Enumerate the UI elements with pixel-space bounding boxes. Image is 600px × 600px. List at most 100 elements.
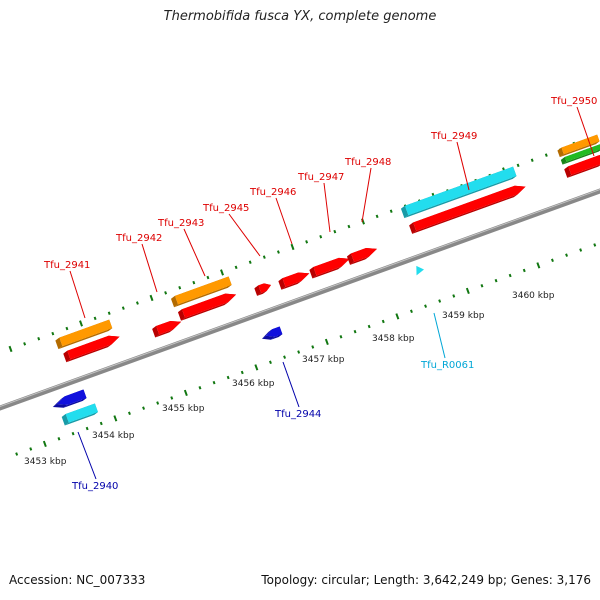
forward-scale-tick (51, 331, 55, 336)
reverse-scale-tick (339, 335, 343, 339)
cds-tfu2950 (564, 155, 600, 178)
cds-tfu2949-face (413, 185, 526, 231)
cds-tfu2942 (152, 320, 182, 338)
scale-label: 3453 kbp (24, 457, 67, 467)
reverse-scale-tick (226, 375, 230, 380)
cds-tfu2940-side (63, 398, 87, 408)
leader-line (228, 213, 261, 257)
misc-tfu2950-side (560, 156, 567, 165)
forward-scale-tick (276, 250, 280, 254)
forward-scale-tick (107, 311, 111, 315)
forward-scale-tick (135, 301, 139, 305)
gene-tfu2950-face (561, 134, 600, 155)
reverse-scale-tick (579, 248, 583, 252)
rna-tfu2949-face (404, 166, 517, 216)
reverse-scale-tick (113, 415, 118, 422)
rna-tfu2940-side (61, 414, 69, 426)
gene-label: Tfu_2946 (249, 187, 296, 198)
cds-tfu2947 (309, 257, 350, 279)
genome-summary-text: Topology: circular; Length: 3,642,249 bp… (261, 573, 591, 587)
cds-tfu2944-side (270, 334, 283, 340)
rna-tfu-r0061-face (416, 265, 424, 276)
leader-line (576, 106, 595, 157)
misc-tfu2950-side (562, 149, 600, 165)
forward-scale-tick (516, 163, 520, 168)
reverse-scale-tick (565, 253, 569, 257)
scale-label: 3459 kbp (442, 311, 485, 321)
reverse-scale-tick (240, 370, 244, 375)
cds-tfu2945-face (258, 283, 271, 293)
forward-scale-tick (389, 209, 393, 213)
reverse-scale-tick (465, 287, 470, 295)
cds-tfu2949-side (412, 194, 518, 234)
cds-tfu2946-side (278, 278, 286, 290)
leader-line (456, 141, 470, 191)
cds-tfu2948-face (350, 248, 377, 262)
reverse-scale-tick (269, 360, 272, 365)
cds-tfu2945 (254, 283, 271, 296)
reverse-scale-tick (254, 364, 259, 371)
reverse-scale-tick (128, 411, 131, 416)
reverse-scale-tick (311, 345, 315, 349)
cds-tfu2943-side (177, 309, 186, 321)
cds-tfu2942-face (156, 320, 182, 335)
forward-scale-tick (290, 243, 295, 251)
cds-tfu2950-face (568, 155, 600, 175)
cds-tfu2947-side (309, 267, 317, 279)
cds-tfu2944-face (265, 326, 283, 337)
forward-scale-tick (79, 320, 83, 327)
reverse-scale-tick (395, 313, 400, 320)
forward-scale-tick (37, 336, 41, 341)
gene-tfu2943 (170, 276, 232, 308)
reverse-scale-tick (99, 421, 103, 426)
gene-tfu2943-side (174, 284, 232, 308)
gene-tfu2941-side (55, 337, 63, 350)
gene-label: Tfu_2942 (115, 233, 162, 244)
forward-scale-tick (65, 326, 69, 331)
forward-scale-tick (305, 240, 309, 244)
reverse-scale-tick (353, 329, 357, 334)
gene-tfu2943-side (170, 295, 179, 308)
gene-label: Tfu_2949 (430, 131, 477, 142)
cds-tfu2941-side (63, 350, 71, 363)
reverse-scale-tick (183, 389, 188, 397)
forward-scale-tick (8, 345, 13, 353)
cds-tfu2945-side (254, 285, 262, 296)
leader-line (141, 243, 158, 293)
leader-line (183, 228, 206, 277)
forward-scale-tick (164, 291, 168, 295)
gene-label: Tfu_2947 (297, 172, 344, 183)
cds-tfu2944 (261, 326, 283, 340)
cds-tfu2941-side (66, 344, 112, 363)
gene-tfu2941-face (59, 319, 113, 347)
reverse-scale-tick (15, 452, 19, 456)
scale-label: 3458 kbp (372, 334, 415, 344)
leader-line (77, 431, 97, 480)
rna-tfu2940-face (65, 403, 98, 423)
gene-tfu2950-side (559, 141, 600, 158)
backbone-highlight (0, 188, 600, 408)
reverse-scale-tick (29, 447, 33, 451)
reverse-scale-tick (494, 278, 498, 283)
cds-tfu2943-side (181, 302, 229, 321)
reverse-scale-tick (551, 258, 554, 263)
gene-label: Tfu_2941 (43, 260, 90, 271)
cds-tfu2949 (409, 185, 526, 234)
leader-line (275, 197, 293, 245)
cds-tfu2941-face (67, 335, 120, 360)
cds-tfu2946 (278, 272, 310, 290)
leader-line (323, 182, 331, 233)
leader-line (361, 167, 372, 223)
reverse-scale-tick (522, 268, 526, 273)
leader-line (282, 361, 300, 408)
map-title: Thermobifida fusca YX, complete genome (163, 9, 437, 24)
reverse-scale-tick (452, 294, 456, 298)
leader-line (69, 270, 86, 319)
cds-tfu2945-side (257, 290, 267, 296)
scale-label: 3457 kbp (302, 355, 345, 365)
cds-tfu2946-face (282, 272, 310, 287)
leader-line (433, 312, 446, 359)
gene-label: Tfu_2950 (550, 96, 597, 107)
reverse-scale-tick (424, 304, 428, 308)
